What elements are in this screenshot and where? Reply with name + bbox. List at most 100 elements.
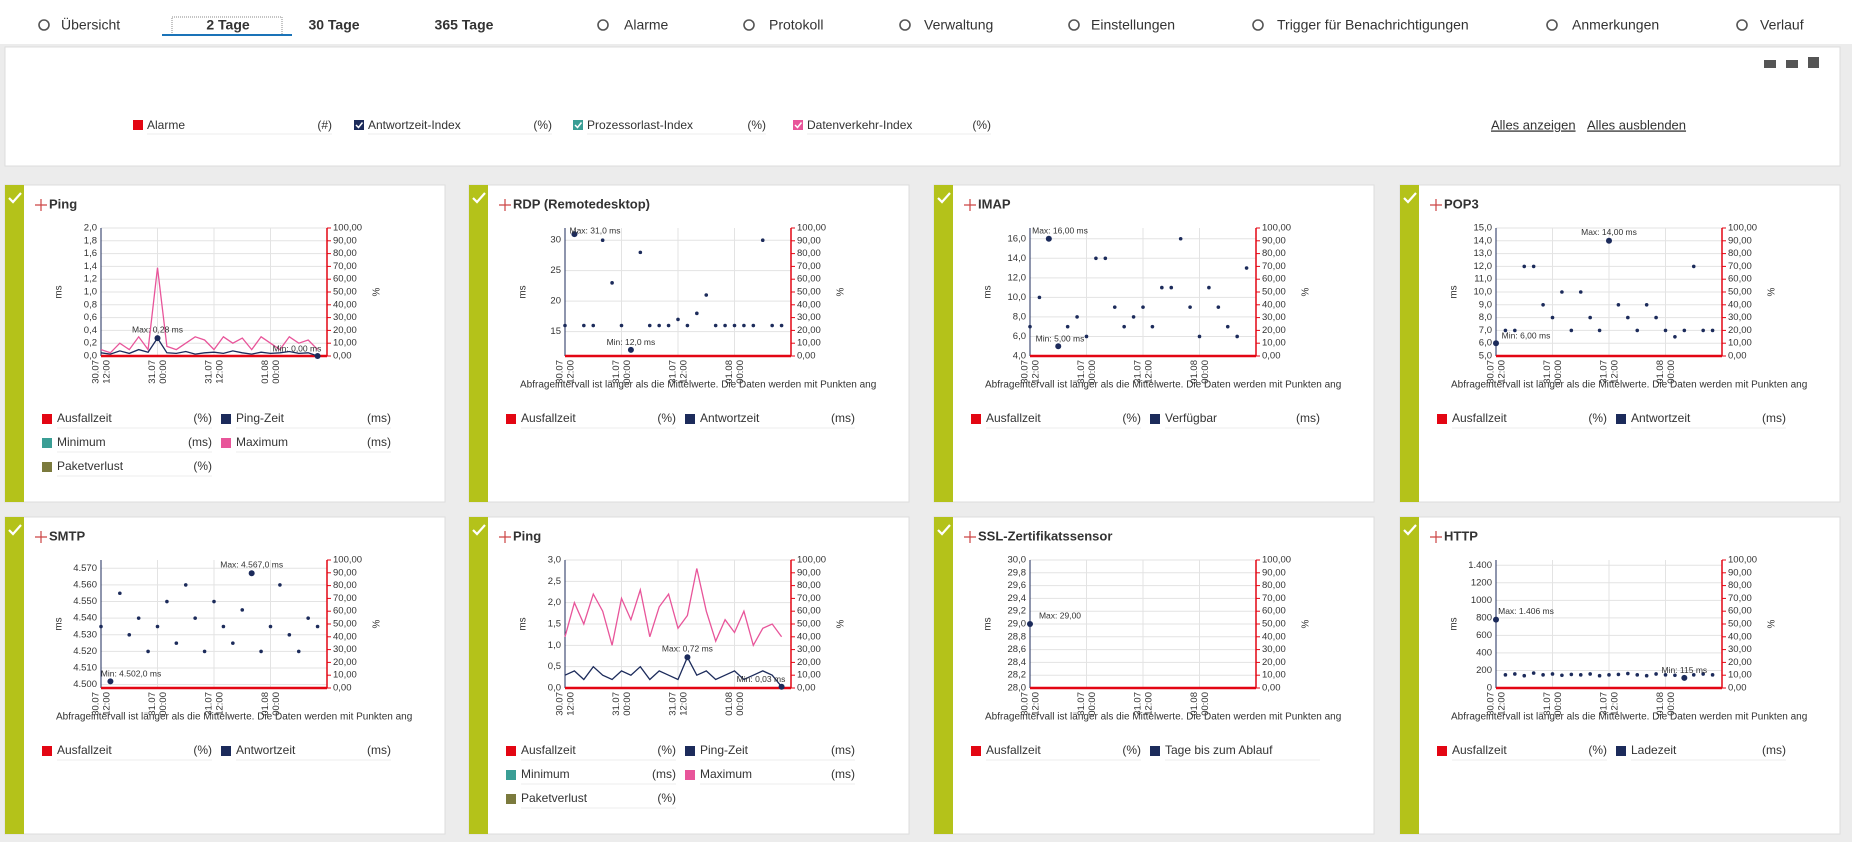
y-tick-label: 1.400 — [1468, 560, 1492, 571]
legend-label: Verfügbar — [1165, 411, 1217, 425]
link[interactable]: Alles ausblenden — [1587, 117, 1686, 132]
tab[interactable]: Trigger für Benachrichtigungen — [1277, 17, 1469, 33]
x-tick-label: 31.07 — [147, 692, 158, 716]
sensor-panel — [468, 184, 910, 503]
legend-checkbox[interactable] — [354, 120, 364, 130]
tab[interactable]: Einstellungen — [1091, 17, 1175, 33]
legend-swatch[interactable] — [506, 794, 516, 804]
legend-swatch[interactable] — [1150, 414, 1160, 424]
y-tick-label: 20 — [550, 296, 561, 307]
min-annotation: Min: 5,00 ms — [1036, 333, 1085, 343]
data-point — [259, 649, 263, 654]
y-tick-label: 1000 — [1471, 595, 1492, 606]
legend-unit: (%) — [657, 791, 676, 805]
legend-swatch[interactable] — [685, 414, 695, 424]
y-axis-label: ms — [1449, 285, 1460, 298]
tab[interactable]: Protokoll — [769, 17, 823, 33]
link[interactable]: Alles anzeigen — [1491, 117, 1576, 132]
y-tick-label: 0,0 — [84, 351, 97, 362]
x-tick-label: 31.07 — [611, 360, 622, 384]
tab[interactable]: 2 Tage — [206, 17, 250, 33]
legend-swatch[interactable] — [221, 746, 231, 756]
tab[interactable]: 30 Tage — [308, 17, 359, 33]
data-point — [1541, 303, 1545, 307]
y2-tick-label: 10,00 — [1262, 670, 1286, 681]
y2-axis-label: % — [1301, 619, 1312, 628]
x-tick-label: 30.07 — [1486, 692, 1497, 716]
y2-tick-label: 100,00 — [333, 555, 362, 566]
y2-tick-label: 20,00 — [333, 657, 357, 668]
legend-swatch[interactable] — [506, 746, 516, 756]
legend-swatch[interactable] — [1616, 746, 1626, 756]
data-point — [1122, 324, 1126, 329]
status-check — [1403, 192, 1417, 204]
tab[interactable]: Anmerkungen — [1572, 17, 1659, 33]
y-tick-label: 6,0 — [1013, 331, 1026, 342]
legend-swatch[interactable] — [971, 746, 981, 756]
y-tick-label: 4.550 — [73, 596, 97, 607]
x-tick-label: 31.07 — [1542, 360, 1553, 384]
legend-label: Minimum — [57, 435, 106, 449]
chart-note: Abfrageintervall ist länger als die Mitt… — [1451, 712, 1807, 723]
data-point — [1673, 335, 1677, 339]
y-tick-label: 1200 — [1471, 577, 1492, 588]
y-tick-label: 4,0 — [1013, 351, 1026, 362]
sensor-panel — [1399, 516, 1841, 835]
y-axis-label: ms — [1449, 617, 1460, 630]
tab[interactable]: Verwaltung — [924, 17, 993, 33]
legend-unit: (%) — [1122, 411, 1141, 425]
legend-swatch[interactable] — [971, 414, 981, 424]
legend-checkbox[interactable] — [573, 120, 583, 130]
legend-swatch[interactable] — [1437, 414, 1447, 424]
legend-swatch[interactable] — [1616, 414, 1626, 424]
data-point — [742, 323, 746, 328]
legend-swatch[interactable] — [221, 414, 231, 424]
tab[interactable]: Alarme — [624, 17, 669, 33]
legend-swatch[interactable] — [42, 414, 52, 424]
chart-note: Abfrageintervall ist länger als die Mitt… — [1451, 380, 1807, 391]
data-point — [751, 323, 756, 328]
tab[interactable]: Verlauf — [1760, 17, 1804, 33]
data-point — [1644, 673, 1649, 678]
x-tick-label: 00:00 — [1087, 360, 1098, 384]
legend-swatch[interactable] — [1437, 746, 1447, 756]
data-point — [268, 624, 273, 629]
legend-checkbox[interactable] — [133, 120, 143, 130]
data-point — [1710, 328, 1715, 333]
y2-tick-label: 0,00 — [1262, 683, 1281, 694]
x-tick-label: 01.08 — [1189, 692, 1200, 716]
x-tick-label: 31.07 — [204, 360, 215, 384]
legend-swatch[interactable] — [42, 746, 52, 756]
legend-swatch[interactable] — [221, 438, 231, 448]
y2-tick-label: 20,00 — [1262, 325, 1286, 336]
tab[interactable]: 365 Tage — [435, 17, 494, 33]
data-point — [1560, 673, 1564, 678]
legend-swatch[interactable] — [685, 746, 695, 756]
y-tick-label: 14,0 — [1474, 235, 1493, 246]
data-point — [685, 323, 690, 328]
y-tick-label: 10,0 — [1008, 292, 1027, 303]
data-point — [666, 323, 671, 328]
data-point — [1094, 256, 1098, 261]
legend-swatch[interactable] — [42, 438, 52, 448]
data-point — [183, 583, 188, 587]
y-tick-label: 29,2 — [1008, 606, 1027, 617]
legend-swatch[interactable] — [685, 770, 695, 780]
data-point — [1160, 285, 1164, 290]
legend-swatch[interactable] — [506, 770, 516, 780]
y2-tick-label: 10,00 — [333, 338, 357, 349]
series-line — [100, 336, 318, 357]
overview-panel — [4, 46, 1841, 167]
legend-swatch[interactable] — [1150, 746, 1160, 756]
legend-swatch[interactable] — [506, 414, 516, 424]
legend-label: Tage bis zum Ablauf — [1165, 743, 1273, 757]
status-check — [937, 192, 951, 204]
x-tick-label: 31.07 — [1076, 360, 1087, 384]
y2-tick-label: 10,00 — [797, 338, 821, 349]
y-tick-label: 5,0 — [1479, 351, 1492, 362]
tab[interactable]: Übersicht — [61, 16, 120, 33]
x-tick-label: 12:00 — [102, 692, 113, 716]
min-annotation: Min: 4.502,0 ms — [101, 669, 161, 679]
legend-swatch[interactable] — [42, 462, 52, 472]
legend-checkbox[interactable] — [793, 120, 803, 130]
